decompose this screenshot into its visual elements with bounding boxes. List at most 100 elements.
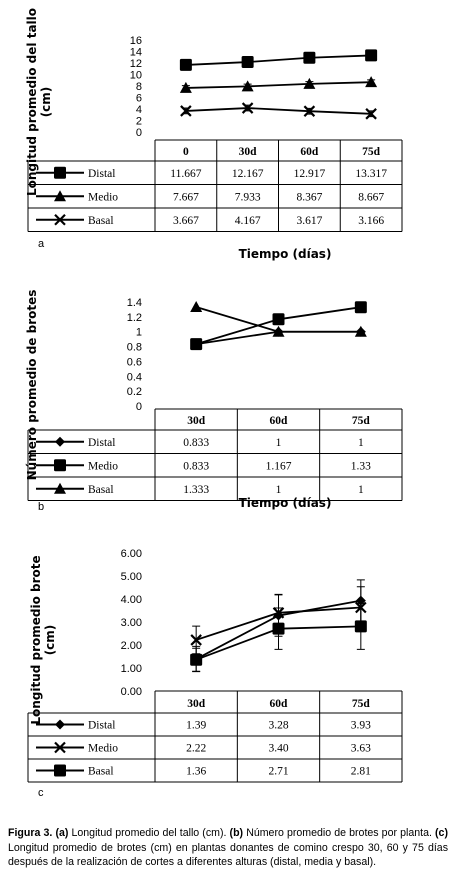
data-point-medio-b xyxy=(354,301,367,314)
data-point-basal-a xyxy=(303,105,316,117)
category-header-b: 75d xyxy=(352,415,371,427)
ytick-label-c: 0.00 xyxy=(121,686,142,698)
data-point-basal-b xyxy=(354,325,367,337)
data-label-basal-b: 1.333 xyxy=(183,484,209,496)
data-label-basal-a: 4.167 xyxy=(235,215,261,227)
legend-label-basal-b: Basal xyxy=(88,484,114,496)
caption-a-text: Longitud promedio del tallo (cm). xyxy=(71,827,227,839)
ytick-label-a: 14 xyxy=(130,47,142,59)
data-label-medio-b: 1.167 xyxy=(266,460,292,472)
ytick-label-a: 2 xyxy=(136,116,142,128)
data-label-medio-c: 3.40 xyxy=(268,743,288,755)
data-label-distal-c: 3.93 xyxy=(351,720,371,732)
data-point-medio-a xyxy=(241,80,254,92)
category-header-c: 30d xyxy=(187,698,206,710)
category-header-a: 60d xyxy=(300,146,319,158)
legend-label-distal-a: Distal xyxy=(88,168,115,180)
data-point-basal-b xyxy=(190,300,203,312)
ytick-label-b: 0.8 xyxy=(127,342,142,354)
caption-c-text: Longitud promedio de brotes (cm) en plan… xyxy=(8,841,448,869)
x-axis-title-a: Tiempo (días) xyxy=(239,247,332,261)
series-line-basal-a xyxy=(185,107,372,115)
data-label-distal-c: 3.28 xyxy=(268,720,288,732)
legend-label-medio-c: Medio xyxy=(88,743,118,755)
legend-marker-basal-a xyxy=(54,213,66,226)
ytick-label-b: 1.4 xyxy=(127,297,142,309)
legend-marker-medio-b xyxy=(54,459,66,472)
caption-a-label: (a) xyxy=(55,827,69,839)
ytick-label-c: 2.00 xyxy=(121,640,142,652)
data-point-basal-a xyxy=(365,108,377,120)
category-header-b: 30d xyxy=(187,415,206,427)
data-point-medio-b xyxy=(272,313,285,326)
data-point-basal-b xyxy=(272,325,285,337)
data-label-basal-b: 1 xyxy=(358,484,364,496)
legend-marker-medio-a xyxy=(54,190,66,202)
data-label-distal-b: 0.833 xyxy=(183,437,209,449)
ytick-label-c: 6.00 xyxy=(121,548,142,560)
ytick-label-a: 8 xyxy=(136,81,142,93)
data-point-medio-a xyxy=(365,76,378,88)
data-point-basal-c xyxy=(190,653,203,666)
ytick-label-a: 12 xyxy=(130,58,142,70)
legend-label-distal-b: Distal xyxy=(88,437,115,449)
legend-label-distal-c: Distal xyxy=(88,720,115,732)
y-axis-title-c-line1: Longitud promedio brote xyxy=(29,555,43,724)
figure-caption: Figura 3. (a) Longitud promedio del tall… xyxy=(8,826,448,870)
data-label-basal-c: 2.71 xyxy=(268,766,288,778)
category-header-b: 60d xyxy=(270,415,289,427)
data-label-medio-b: 1.33 xyxy=(351,460,371,472)
data-label-distal-c: 1.39 xyxy=(186,720,206,732)
ytick-label-b: 0.2 xyxy=(127,386,142,398)
data-point-medio-a xyxy=(303,77,316,89)
data-label-basal-a: 3.617 xyxy=(296,215,322,227)
data-point-basal-a xyxy=(180,105,192,117)
ytick-label-a: 16 xyxy=(130,35,142,47)
legend-label-basal-c: Basal xyxy=(88,766,114,778)
panel-label-b: b xyxy=(38,501,44,513)
y-axis-title-a-line2: (cm) xyxy=(39,87,53,118)
data-point-medio-c xyxy=(190,634,202,646)
ytick-label-c: 3.00 xyxy=(121,617,142,629)
panel-label-a: a xyxy=(38,238,45,250)
ytick-label-a: 6 xyxy=(136,93,142,105)
data-label-distal-a: 12.917 xyxy=(294,168,326,180)
y-axis-title-a-line1: Longitud promedio del tallo xyxy=(25,8,39,196)
ytick-label-b: 0.4 xyxy=(127,371,142,383)
data-point-basal-c xyxy=(272,622,285,635)
panel-label-c: c xyxy=(38,787,44,799)
data-label-medio-a: 7.667 xyxy=(173,191,199,203)
legend-marker-distal-b xyxy=(55,436,65,447)
series-line-distal-a xyxy=(185,54,372,66)
data-label-medio-b: 0.833 xyxy=(183,460,209,472)
legend-label-medio-a: Medio xyxy=(88,191,118,203)
data-label-medio-c: 3.63 xyxy=(351,743,371,755)
category-header-a: 75d xyxy=(362,146,381,158)
category-header-a: 0 xyxy=(183,146,189,158)
legend-marker-distal-a xyxy=(54,166,66,179)
legend-marker-medio-c xyxy=(54,741,66,754)
data-label-basal-a: 3.667 xyxy=(173,215,199,227)
data-label-basal-c: 1.36 xyxy=(186,766,206,778)
data-point-basal-c xyxy=(354,620,367,633)
category-header-c: 75d xyxy=(352,698,371,710)
data-point-distal-a xyxy=(303,51,316,64)
category-header-a: 30d xyxy=(239,146,258,158)
ytick-label-b: 1 xyxy=(136,327,142,339)
ytick-label-b: 0.6 xyxy=(127,356,142,368)
series-line-medio-b xyxy=(195,306,361,345)
ytick-label-c: 5.00 xyxy=(121,571,142,583)
series-line-medio-a xyxy=(185,81,372,89)
data-label-distal-a: 12.167 xyxy=(232,168,264,180)
data-label-medio-a: 7.933 xyxy=(235,191,261,203)
x-axis-title-b: Tiempo (días) xyxy=(239,496,332,510)
data-point-distal-a xyxy=(179,58,192,71)
data-label-basal-a: 3.166 xyxy=(358,215,384,227)
data-point-medio-a xyxy=(179,81,192,93)
y-axis-title-c-line2: (cm) xyxy=(43,625,57,656)
data-label-medio-c: 2.22 xyxy=(186,743,206,755)
ytick-label-a: 10 xyxy=(130,70,142,82)
legend-marker-basal-c xyxy=(54,764,66,777)
caption-figure-label: Figura 3. xyxy=(8,827,53,839)
caption-b-label: (b) xyxy=(229,827,244,839)
